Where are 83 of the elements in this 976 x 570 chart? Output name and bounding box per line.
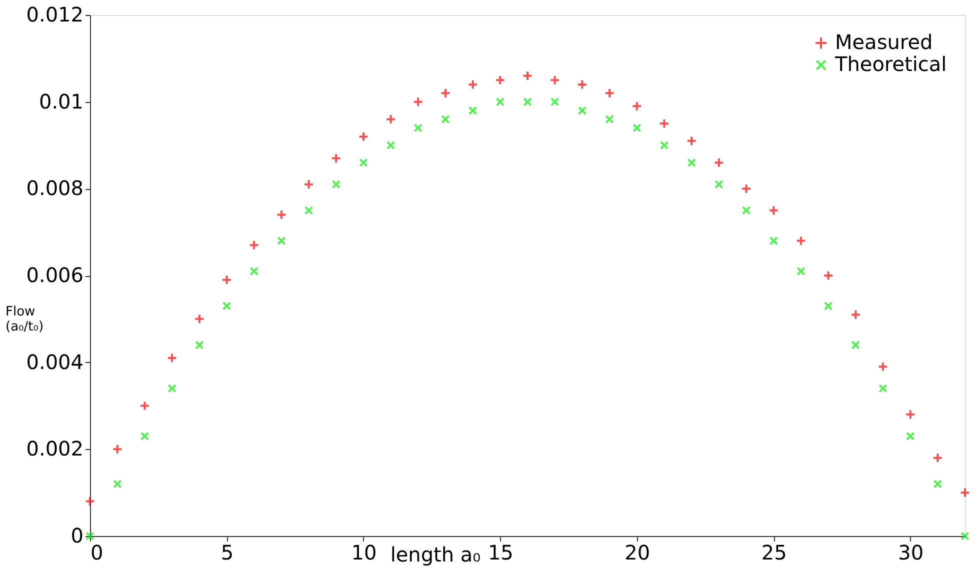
point xyxy=(441,114,450,124)
point xyxy=(248,240,260,250)
point xyxy=(632,124,642,132)
point xyxy=(769,236,778,246)
point xyxy=(386,140,396,150)
point xyxy=(304,179,314,190)
point xyxy=(824,302,833,310)
x-tick-label: 5 xyxy=(220,540,234,564)
point xyxy=(823,270,834,281)
point xyxy=(550,97,560,106)
point xyxy=(496,97,505,106)
point xyxy=(796,236,806,246)
point xyxy=(960,532,970,540)
point xyxy=(578,106,587,115)
y-tick-label: 0.004 xyxy=(26,350,84,374)
point xyxy=(522,70,533,81)
point xyxy=(632,100,642,112)
point xyxy=(330,153,342,164)
point xyxy=(905,409,916,420)
point xyxy=(851,340,860,350)
x-tick-label: 30 xyxy=(898,540,924,564)
point xyxy=(550,74,560,86)
point xyxy=(386,114,396,124)
x-tick-label: 20 xyxy=(624,540,650,564)
point xyxy=(195,340,204,350)
point xyxy=(412,96,424,108)
point xyxy=(166,352,178,364)
point xyxy=(742,206,751,215)
point xyxy=(222,274,232,286)
x-axis-title: length a₀ xyxy=(390,542,481,566)
point xyxy=(714,180,724,189)
point xyxy=(604,88,615,98)
point xyxy=(878,361,888,372)
y-tick-label: 0.008 xyxy=(26,176,84,200)
point xyxy=(960,487,970,498)
point xyxy=(140,432,150,440)
point xyxy=(222,302,232,310)
point xyxy=(878,384,888,393)
point xyxy=(414,124,422,132)
point xyxy=(112,444,123,454)
point xyxy=(768,205,779,216)
point xyxy=(660,140,669,150)
point xyxy=(796,266,806,276)
point xyxy=(523,97,532,106)
point xyxy=(468,106,478,115)
point xyxy=(276,210,287,220)
point xyxy=(906,432,915,440)
point xyxy=(140,400,150,411)
y-axis-title: Flow (a₀/t₀) xyxy=(6,304,44,334)
point xyxy=(932,452,943,464)
point xyxy=(359,158,368,167)
point xyxy=(358,131,369,142)
point xyxy=(659,118,670,129)
point xyxy=(84,496,96,506)
point xyxy=(304,206,314,215)
point xyxy=(687,158,696,167)
y-tick-label: 0.01 xyxy=(38,89,84,114)
x-tick-label: 25 xyxy=(761,540,787,564)
point xyxy=(850,309,861,320)
legend-label: Measured xyxy=(835,30,933,54)
point xyxy=(332,180,340,189)
point xyxy=(468,79,478,90)
x-tick-label: 15 xyxy=(488,540,514,564)
point xyxy=(686,136,697,146)
point xyxy=(605,114,614,124)
y-tick-label: 0 xyxy=(70,524,84,548)
point xyxy=(194,314,205,324)
point xyxy=(714,157,724,168)
point xyxy=(741,183,752,194)
point xyxy=(933,480,942,488)
point xyxy=(277,236,286,246)
point xyxy=(577,79,588,90)
legend-label: Theoretical xyxy=(834,52,947,76)
point xyxy=(440,88,451,98)
y-tick-label: 0.002 xyxy=(26,436,84,461)
x-tick-label: 10 xyxy=(351,540,377,564)
y-tick-label: 0.012 xyxy=(26,2,84,26)
point xyxy=(250,266,258,276)
x-tick-label: 0 xyxy=(90,540,104,564)
point xyxy=(112,480,122,488)
y-tick-label: 0.006 xyxy=(26,263,84,287)
point xyxy=(168,384,176,393)
point xyxy=(494,74,506,86)
